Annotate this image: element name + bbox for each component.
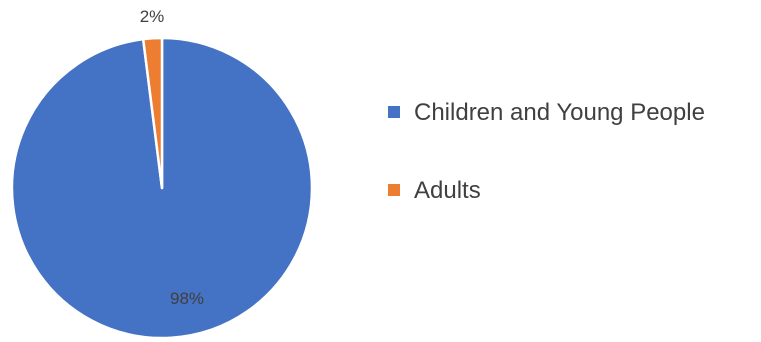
data-label-children-and-young-people: 98% bbox=[170, 289, 204, 308]
legend-item-adults: Adults bbox=[388, 177, 481, 204]
legend: Children and Young People Adults bbox=[388, 99, 705, 204]
pie-slices bbox=[10, 36, 314, 340]
legend-swatch bbox=[388, 106, 400, 118]
legend-label: Children and Young People bbox=[414, 99, 705, 126]
data-label-adults: 2% bbox=[140, 7, 165, 26]
legend-swatch bbox=[388, 184, 400, 196]
legend-item-children-and-young-people: Children and Young People bbox=[388, 99, 705, 126]
pie-slice-adults bbox=[141, 36, 164, 190]
legend-label: Adults bbox=[414, 177, 481, 204]
data-labels: 98% 2% bbox=[140, 7, 204, 308]
